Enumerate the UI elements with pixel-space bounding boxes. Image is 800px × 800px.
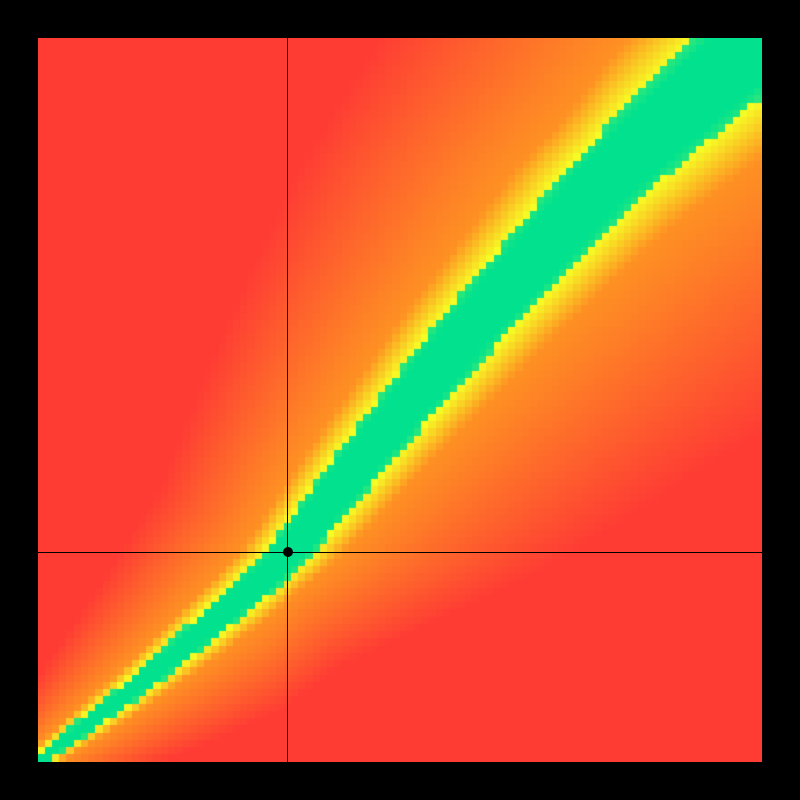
heatmap-canvas: [38, 38, 762, 762]
plot-frame: [0, 0, 800, 800]
